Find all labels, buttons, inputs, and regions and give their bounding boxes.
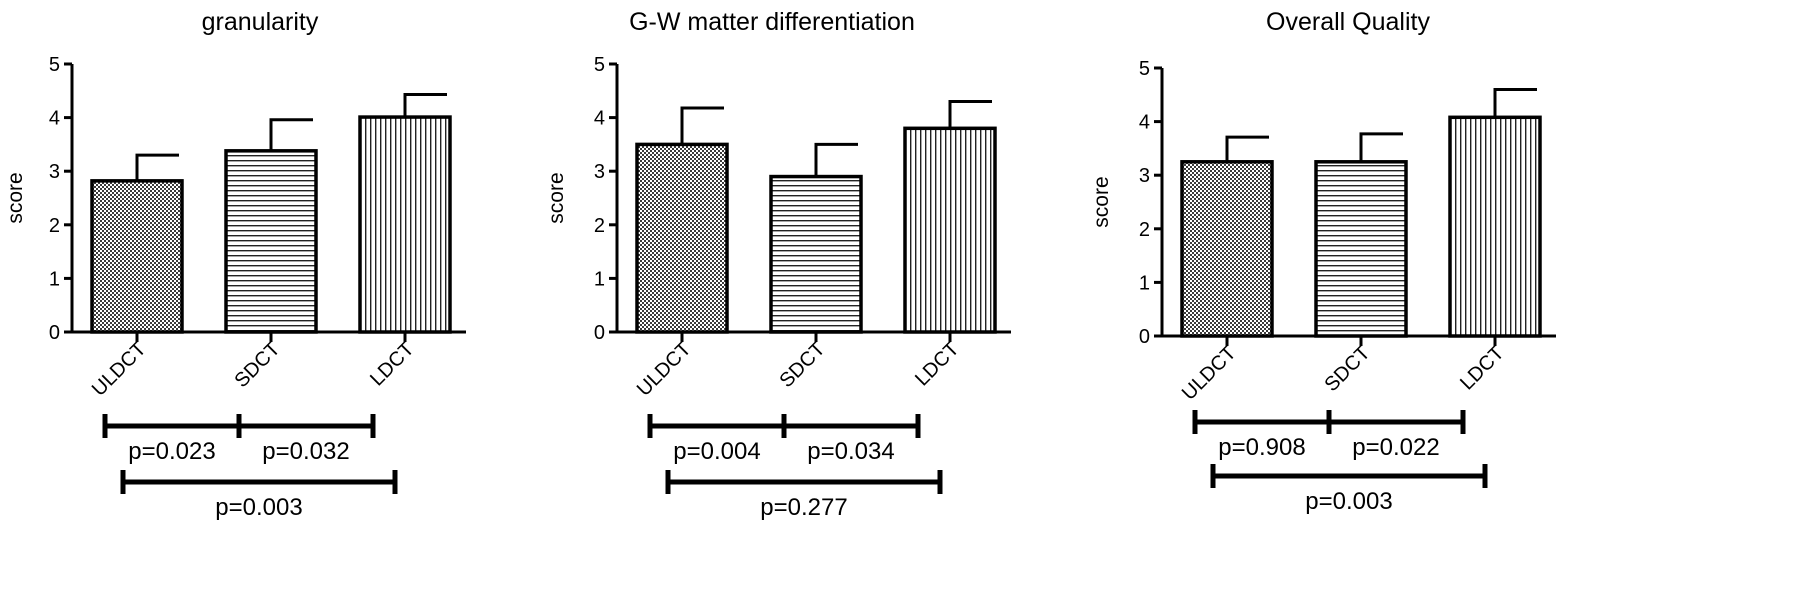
p-value-label: p=0.022 <box>1352 434 1439 461</box>
x-tick-label: ULDCT <box>88 338 151 401</box>
chart-panel-1: G-W matter differentiation score 0 1 2 3 4 5 ULD… <box>545 8 1011 521</box>
p-value-label: p=0.003 <box>215 494 302 521</box>
bar-sdct <box>224 149 318 334</box>
x-tick-label: ULDCT <box>1178 342 1241 405</box>
y-tick-label: 1 <box>1139 272 1150 294</box>
bar-sdct <box>769 174 863 334</box>
y-tick-label: 1 <box>49 268 60 290</box>
comparison-bracket: p=0.908 <box>1192 410 1332 461</box>
bar-ldct <box>358 115 452 334</box>
x-tick-label: SDCT <box>230 338 284 392</box>
x-tick-label: LDCT <box>911 338 963 390</box>
bar-ldct <box>1448 115 1542 338</box>
p-value-label: p=0.908 <box>1218 434 1305 461</box>
chart-title: granularity <box>202 8 319 36</box>
chart-title: G-W matter differentiation <box>629 8 915 36</box>
x-tick-label: SDCT <box>1320 342 1374 396</box>
y-tick-label: 0 <box>49 322 60 344</box>
p-value-label: p=0.004 <box>673 438 760 465</box>
x-tick-label: ULDCT <box>633 338 696 401</box>
y-tick-label: 0 <box>1139 326 1150 348</box>
y-tick-label: 3 <box>594 161 605 183</box>
y-tick-label: 4 <box>594 108 605 130</box>
x-tick-label: LDCT <box>1456 342 1508 394</box>
chart-panel-2: Overall Quality score 0 1 2 3 4 5 ULDCT SDCT LDCT p… <box>1090 8 1556 515</box>
chart-title: Overall Quality <box>1266 8 1430 36</box>
p-value-label: p=0.034 <box>807 438 894 465</box>
comparison-bracket: p=0.032 <box>236 414 376 465</box>
bar-uldct <box>1180 160 1274 338</box>
p-value-label: p=0.032 <box>262 438 349 465</box>
y-tick-label: 2 <box>594 215 605 237</box>
bar-sdct <box>1314 160 1408 338</box>
comparison-bracket: p=0.023 <box>102 414 242 465</box>
comparison-bracket: p=0.022 <box>1326 410 1466 461</box>
x-tick-label: SDCT <box>775 338 829 392</box>
comparison-bracket: p=0.003 <box>1210 464 1488 515</box>
bar-uldct <box>635 142 729 334</box>
y-tick-label: 4 <box>1139 112 1150 134</box>
p-value-label: p=0.003 <box>1305 488 1392 515</box>
y-tick-label: 2 <box>49 215 60 237</box>
bar-uldct <box>90 179 184 334</box>
chart-panel-0: granularity score 0 1 2 3 4 5 ULDCT SDCT LDCT p=0.0… <box>4 8 466 521</box>
y-tick-label: 5 <box>1139 58 1150 80</box>
comparison-bracket: p=0.003 <box>120 470 398 521</box>
y-axis-label: score <box>1090 176 1113 227</box>
y-tick-label: 1 <box>594 268 605 290</box>
p-value-label: p=0.023 <box>128 438 215 465</box>
y-tick-label: 3 <box>1139 165 1150 187</box>
x-tick-label: LDCT <box>366 338 418 390</box>
y-tick-label: 3 <box>49 161 60 183</box>
y-tick-label: 0 <box>594 322 605 344</box>
bar-ldct <box>903 126 997 334</box>
y-tick-label: 4 <box>49 108 60 130</box>
y-tick-label: 2 <box>1139 219 1150 241</box>
y-axis-label: score <box>545 172 568 223</box>
y-tick-label: 5 <box>49 54 60 76</box>
p-value-label: p=0.277 <box>760 494 847 521</box>
y-tick-label: 5 <box>594 54 605 76</box>
comparison-bracket: p=0.277 <box>665 470 943 521</box>
y-axis-label: score <box>4 172 27 223</box>
comparison-bracket: p=0.004 <box>647 414 787 465</box>
comparison-bracket: p=0.034 <box>781 414 921 465</box>
